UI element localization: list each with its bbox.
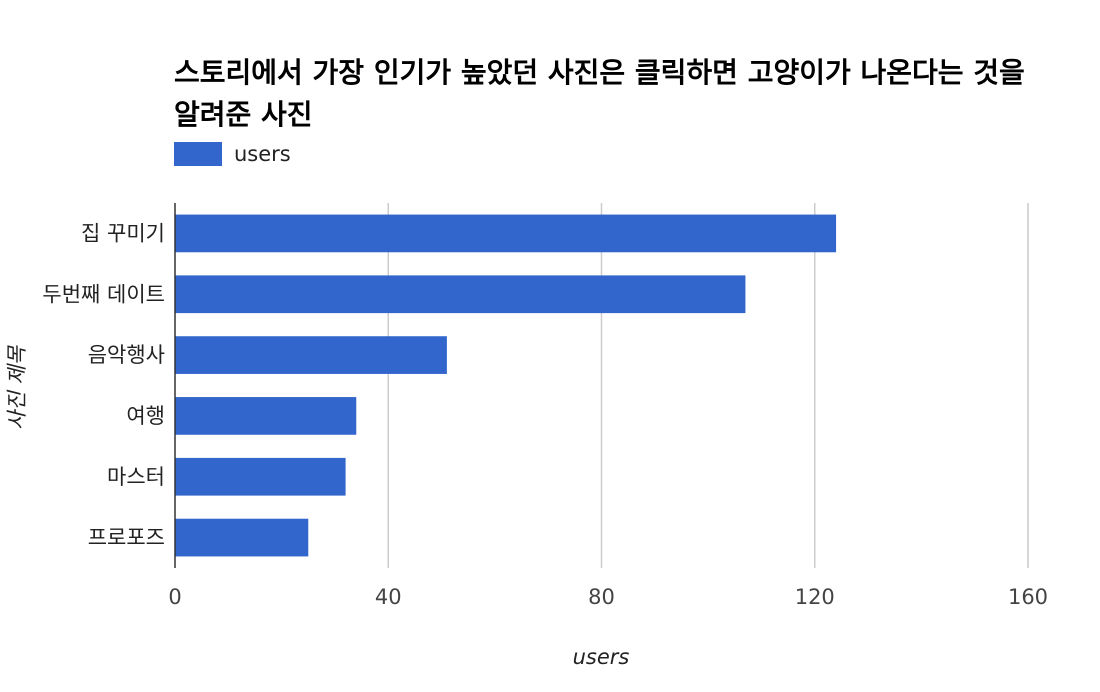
bar bbox=[175, 397, 357, 435]
bars bbox=[175, 214, 837, 557]
x-tick-label: 0 bbox=[168, 585, 181, 609]
category-label: 마스터 bbox=[107, 465, 165, 489]
x-tick-label: 120 bbox=[795, 585, 835, 609]
category-label: 집 꾸미기 bbox=[81, 221, 165, 245]
x-tick-label: 160 bbox=[1008, 585, 1048, 609]
category-label: 음악행사 bbox=[88, 343, 165, 367]
bar bbox=[175, 518, 309, 557]
x-tick-label: 40 bbox=[375, 585, 402, 609]
x-axis-title: users bbox=[573, 645, 630, 669]
category-label: 프로포즈 bbox=[88, 526, 165, 550]
legend-label: users bbox=[234, 142, 291, 166]
bar bbox=[175, 214, 837, 253]
y-axis-title: 사진 제목 bbox=[5, 344, 29, 430]
category-label: 두번째 데이트 bbox=[42, 282, 165, 306]
x-tick-label: 80 bbox=[588, 585, 615, 609]
bar bbox=[175, 336, 447, 374]
legend: users bbox=[174, 142, 291, 166]
bar bbox=[175, 275, 746, 314]
x-tick-labels: 0 40 80 120 160 bbox=[168, 585, 1048, 609]
legend-swatch bbox=[174, 142, 222, 166]
category-label: 여행 bbox=[126, 404, 165, 428]
grid-lines bbox=[387, 203, 1029, 568]
bar bbox=[175, 457, 346, 496]
chart-title: 스토리에서 가장 인기가 높았던 사진은 클릭하면 고양이가 나온다는 것을 알… bbox=[174, 56, 1025, 131]
